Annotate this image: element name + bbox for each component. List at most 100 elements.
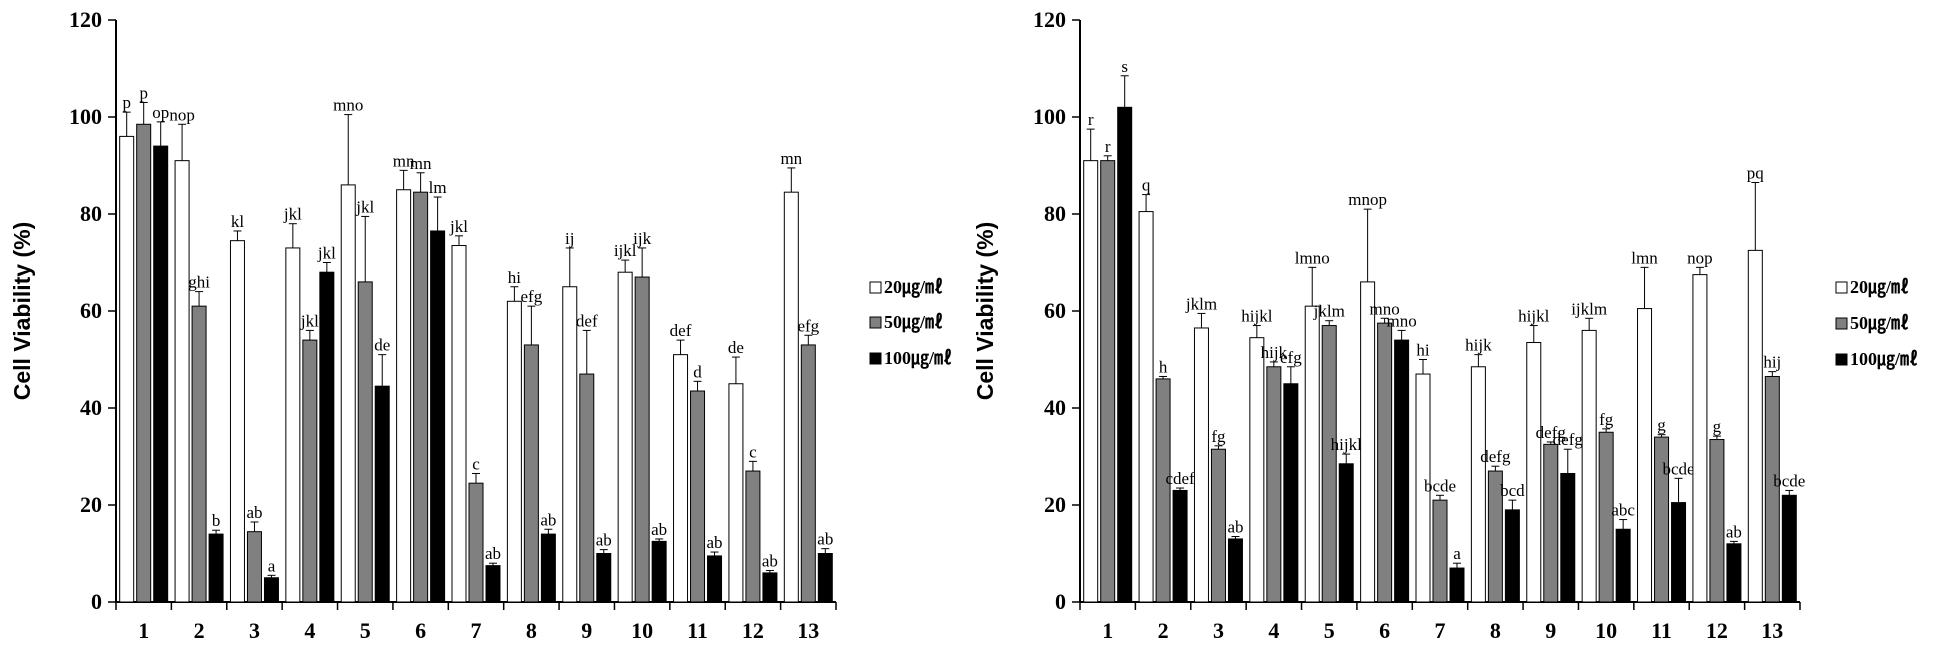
data-label: cdef	[1165, 469, 1195, 488]
data-label: de	[374, 336, 390, 355]
data-label: d	[693, 362, 702, 381]
data-label: op	[152, 103, 169, 122]
y-tick-label: 60	[1044, 298, 1066, 323]
data-label: jkl	[317, 244, 336, 263]
bar	[191, 305, 207, 603]
bar	[562, 286, 578, 603]
bar	[451, 245, 467, 603]
bar	[540, 533, 556, 603]
bar	[1781, 494, 1797, 603]
bar	[1377, 322, 1393, 603]
legend-swatch	[869, 281, 882, 294]
bar	[1709, 439, 1725, 603]
data-label: hi	[508, 268, 522, 287]
legend-swatch	[1835, 317, 1848, 330]
bar	[357, 281, 373, 603]
bar	[1671, 502, 1687, 603]
data-label: nop	[1687, 248, 1713, 267]
data-label: ab	[1726, 522, 1742, 541]
legend-label: 20㎍/㎖	[884, 277, 943, 299]
bar	[1117, 106, 1133, 603]
data-label: r	[1105, 137, 1111, 156]
data-label: kl	[231, 212, 245, 231]
y-tick-label: 60	[80, 298, 102, 323]
data-label: r	[1088, 110, 1094, 129]
data-label: ab	[596, 531, 612, 550]
x-tick-label: 1	[1102, 618, 1113, 643]
x-tick-label: 6	[1379, 618, 1390, 643]
bar	[1338, 463, 1354, 603]
data-label: jklm	[1185, 294, 1217, 313]
bar	[1138, 211, 1154, 603]
data-label: efg	[521, 287, 543, 306]
data-label: mn	[393, 151, 415, 170]
bar	[1283, 383, 1299, 603]
data-label: ijkl	[614, 241, 637, 260]
bar	[246, 531, 262, 603]
data-label: ghi	[188, 273, 210, 292]
data-label: c	[472, 454, 480, 473]
data-label: efg	[797, 316, 819, 335]
bar	[229, 240, 245, 603]
bar	[1726, 543, 1742, 603]
x-tick-label: 5	[360, 618, 371, 643]
data-label: bcde	[1773, 471, 1805, 490]
bar	[1637, 308, 1653, 603]
bar	[1193, 327, 1209, 603]
data-label: fg	[1599, 410, 1614, 429]
data-label: lm	[429, 178, 447, 197]
data-label: ijklm	[1571, 299, 1607, 318]
data-label: nop	[169, 105, 195, 124]
data-label: ij	[565, 229, 574, 248]
data-label: defg	[1553, 430, 1584, 449]
bar	[340, 184, 356, 603]
data-label: h	[1159, 357, 1168, 376]
bar	[430, 230, 446, 603]
data-label: ab	[707, 533, 723, 552]
bar	[596, 553, 612, 603]
bar	[1266, 366, 1282, 603]
x-tick-label: 10	[631, 618, 653, 643]
legend-label: 20㎍/㎖	[1850, 277, 1909, 299]
bar	[263, 577, 279, 603]
data-label: jklm	[1313, 302, 1345, 321]
bar	[506, 300, 522, 603]
y-tick-label: 80	[1044, 201, 1066, 226]
y-tick-label: 0	[91, 589, 102, 614]
bar	[1249, 337, 1265, 603]
x-tick-label: 11	[1651, 618, 1672, 643]
bar	[579, 373, 595, 603]
data-label: jkl	[449, 217, 468, 236]
bar	[1560, 472, 1576, 603]
data-label: def	[576, 311, 598, 330]
bar	[285, 247, 301, 603]
data-label: ab	[246, 503, 262, 522]
data-label: hij	[1763, 353, 1781, 372]
bar	[485, 565, 501, 603]
data-label: defg	[1536, 423, 1567, 442]
data-label: lmno	[1295, 248, 1330, 267]
x-tick-label: 10	[1595, 618, 1617, 643]
bar	[119, 135, 135, 603]
bar	[1321, 325, 1337, 603]
bar	[302, 339, 318, 603]
data-label: b	[212, 511, 221, 530]
data-label: ab	[651, 520, 667, 539]
data-label: abc	[1611, 501, 1635, 520]
legend-swatch	[1835, 353, 1848, 366]
x-tick-label: 7	[471, 618, 482, 643]
data-label: g	[1657, 416, 1666, 435]
bar	[396, 189, 412, 603]
bar	[707, 555, 723, 603]
y-tick-label: 100	[1033, 104, 1066, 129]
bar	[817, 553, 833, 603]
bar	[745, 470, 761, 603]
x-tick-label: 3	[1213, 618, 1224, 643]
data-label: jkl	[283, 205, 302, 224]
x-tick-label: 9	[581, 618, 592, 643]
x-tick-label: 2	[194, 618, 205, 643]
bar	[1360, 281, 1376, 603]
x-tick-label: 1	[138, 618, 149, 643]
bar	[1449, 567, 1465, 603]
